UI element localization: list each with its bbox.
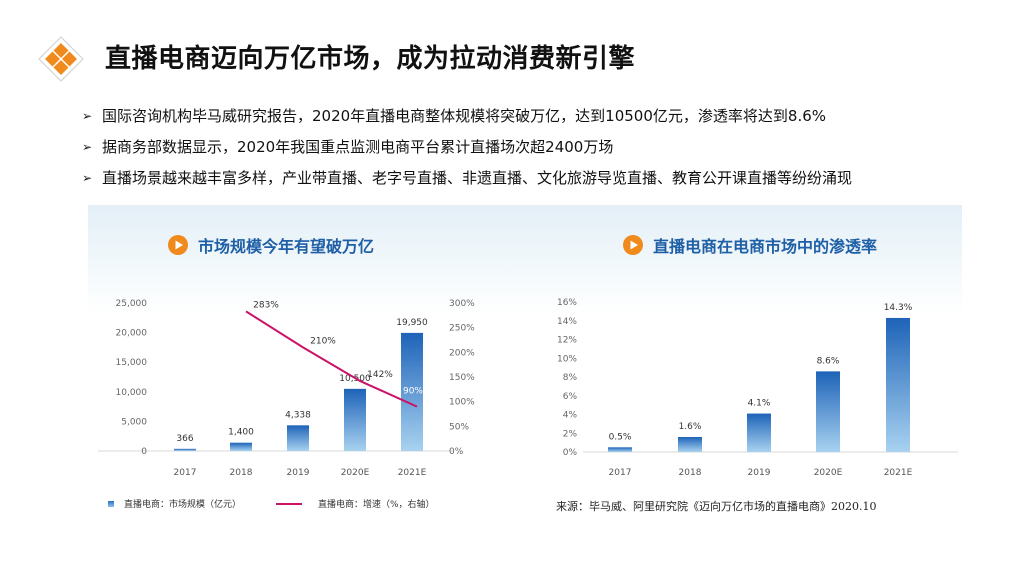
arrow-bullet-icon: ➢ bbox=[82, 109, 93, 123]
y-tick-label-right: 300% bbox=[449, 299, 475, 309]
chart2-title-text: 直播电商在电商市场中的渗透率 bbox=[653, 237, 878, 256]
source-note: 来源：毕马威、阿里研究院《迈向万亿市场的直播电商》2020.10 bbox=[556, 500, 877, 513]
y-tick-label-right: 150% bbox=[449, 373, 475, 383]
x-tick-label: 2018 bbox=[230, 468, 253, 478]
bar-value-label: 8.6% bbox=[817, 356, 840, 366]
x-tick-label: 2019 bbox=[748, 468, 771, 478]
x-tick-label: 2020E bbox=[341, 468, 370, 478]
line-value-label: 142% bbox=[367, 370, 393, 380]
y-tick-label: 8% bbox=[563, 373, 578, 383]
legend-line: 直播电商：增速（%，右轴） bbox=[276, 497, 435, 510]
bar bbox=[816, 371, 840, 452]
play-icon bbox=[168, 235, 188, 255]
bar-value-label: 0.5% bbox=[609, 432, 632, 442]
growth-line bbox=[245, 310, 418, 408]
y-tick-label-left: 10,000 bbox=[116, 388, 148, 398]
y-tick-label-left: 5,000 bbox=[121, 417, 147, 427]
bullet-text: 据商务部数据显示，2020年我国重点监测电商平台累计直播场次超2400万场 bbox=[102, 138, 614, 156]
logo-diamond-icon bbox=[38, 36, 84, 82]
bullet-list: ➢ 国际咨询机构毕马威研究报告，2020年直播电商整体规模将突破万亿，达到1050… bbox=[80, 104, 852, 197]
y-tick-label-right: 200% bbox=[449, 348, 475, 358]
y-tick-label: 0% bbox=[563, 448, 578, 458]
bar-value-label: 1.6% bbox=[679, 422, 702, 432]
legend-line-label: 直播电商：增速（%，右轴） bbox=[318, 500, 435, 510]
x-tick-label: 2017 bbox=[174, 468, 197, 478]
x-tick-label: 2019 bbox=[287, 468, 310, 478]
y-tick-label: 14% bbox=[557, 317, 577, 327]
arrow-bullet-icon: ➢ bbox=[82, 140, 93, 154]
x-tick-label: 2017 bbox=[609, 468, 632, 478]
legend-bar: 直播电商：市场规模（亿元） bbox=[108, 497, 241, 510]
chart1-title: 市场规模今年有望破万亿 bbox=[168, 233, 374, 257]
chart-panel bbox=[88, 205, 962, 505]
legend-bar-label: 直播电商：市场规模（亿元） bbox=[124, 500, 242, 510]
bar-value-label: 4.1% bbox=[748, 399, 771, 409]
bar bbox=[174, 448, 196, 451]
play-icon bbox=[623, 235, 643, 255]
chart2-title: 直播电商在电商市场中的渗透率 bbox=[623, 233, 877, 257]
bar-value-label: 1,400 bbox=[228, 428, 254, 438]
y-tick-label-right: 100% bbox=[449, 398, 475, 408]
chart1-title-text: 市场规模今年有望破万亿 bbox=[198, 237, 375, 256]
y-tick-label: 16% bbox=[557, 298, 577, 308]
bar-value-label: 366 bbox=[176, 434, 193, 444]
y-tick-label-left: 25,000 bbox=[116, 299, 148, 309]
bar bbox=[886, 317, 910, 452]
bar bbox=[401, 332, 423, 451]
penetration-chart: 16% 14% 12% 10% 8% 6% 4% 2% 0% 0.5% 1.6% 4.1% 8.6% 14… bbox=[557, 298, 958, 478]
x-tick-label: 2020E bbox=[814, 468, 843, 478]
bullet-text: 国际咨询机构毕马威研究报告，2020年直播电商整体规模将突破万亿，达到10500… bbox=[102, 107, 827, 125]
bar bbox=[344, 388, 366, 451]
bar-value-label: 19,950 bbox=[396, 318, 428, 328]
x-tick-label: 2021E bbox=[398, 468, 427, 478]
y-tick-label-right: 250% bbox=[449, 324, 475, 334]
bullet-item: ➢ 据商务部数据显示，2020年我国重点监测电商平台累计直播场次超2400万场 bbox=[80, 135, 852, 166]
y-tick-label-left: 20,000 bbox=[116, 329, 148, 339]
bullet-item: ➢ 直播场景越来越丰富多样，产业带直播、老字号直播、非遗直播、文化旅游导览直播、教… bbox=[80, 166, 852, 197]
y-tick-label-left: 0 bbox=[141, 447, 147, 457]
bar-value-label: 14.3% bbox=[884, 303, 913, 313]
bar bbox=[747, 413, 771, 452]
bar bbox=[678, 437, 702, 452]
y-tick-label: 4% bbox=[563, 411, 578, 421]
line-value-label: 210% bbox=[310, 336, 336, 346]
line-value-label: 90% bbox=[403, 387, 423, 397]
legend-bar-swatch bbox=[108, 500, 114, 507]
y-tick-label: 12% bbox=[557, 336, 577, 346]
market-size-chart: 25,000 20,000 15,000 10,000 5,000 0 300% 250% 20… bbox=[98, 299, 475, 478]
bar bbox=[230, 442, 252, 451]
y-tick-label: 10% bbox=[557, 354, 577, 364]
line-value-label: 283% bbox=[253, 300, 279, 310]
y-tick-label: 2% bbox=[563, 429, 578, 439]
bar bbox=[287, 425, 309, 451]
x-tick-label: 2021E bbox=[884, 468, 913, 478]
bar-value-label: 4,338 bbox=[285, 410, 311, 420]
page-title: 直播电商迈向万亿市场，成为拉动消费新引擎 bbox=[105, 44, 636, 74]
y-tick-label-left: 15,000 bbox=[116, 358, 148, 368]
bullet-item: ➢ 国际咨询机构毕马威研究报告，2020年直播电商整体规模将突破万亿，达到1050… bbox=[80, 104, 852, 135]
bullet-text: 直播场景越来越丰富多样，产业带直播、老字号直播、非遗直播、文化旅游导览直播、教育… bbox=[102, 169, 853, 187]
y-tick-label-right: 50% bbox=[449, 422, 469, 432]
bar bbox=[608, 447, 632, 452]
arrow-bullet-icon: ➢ bbox=[82, 171, 93, 185]
y-tick-label-right: 0% bbox=[449, 447, 464, 457]
legend-line-swatch bbox=[276, 502, 302, 505]
x-tick-label: 2018 bbox=[679, 468, 702, 478]
y-tick-label: 6% bbox=[563, 392, 578, 402]
